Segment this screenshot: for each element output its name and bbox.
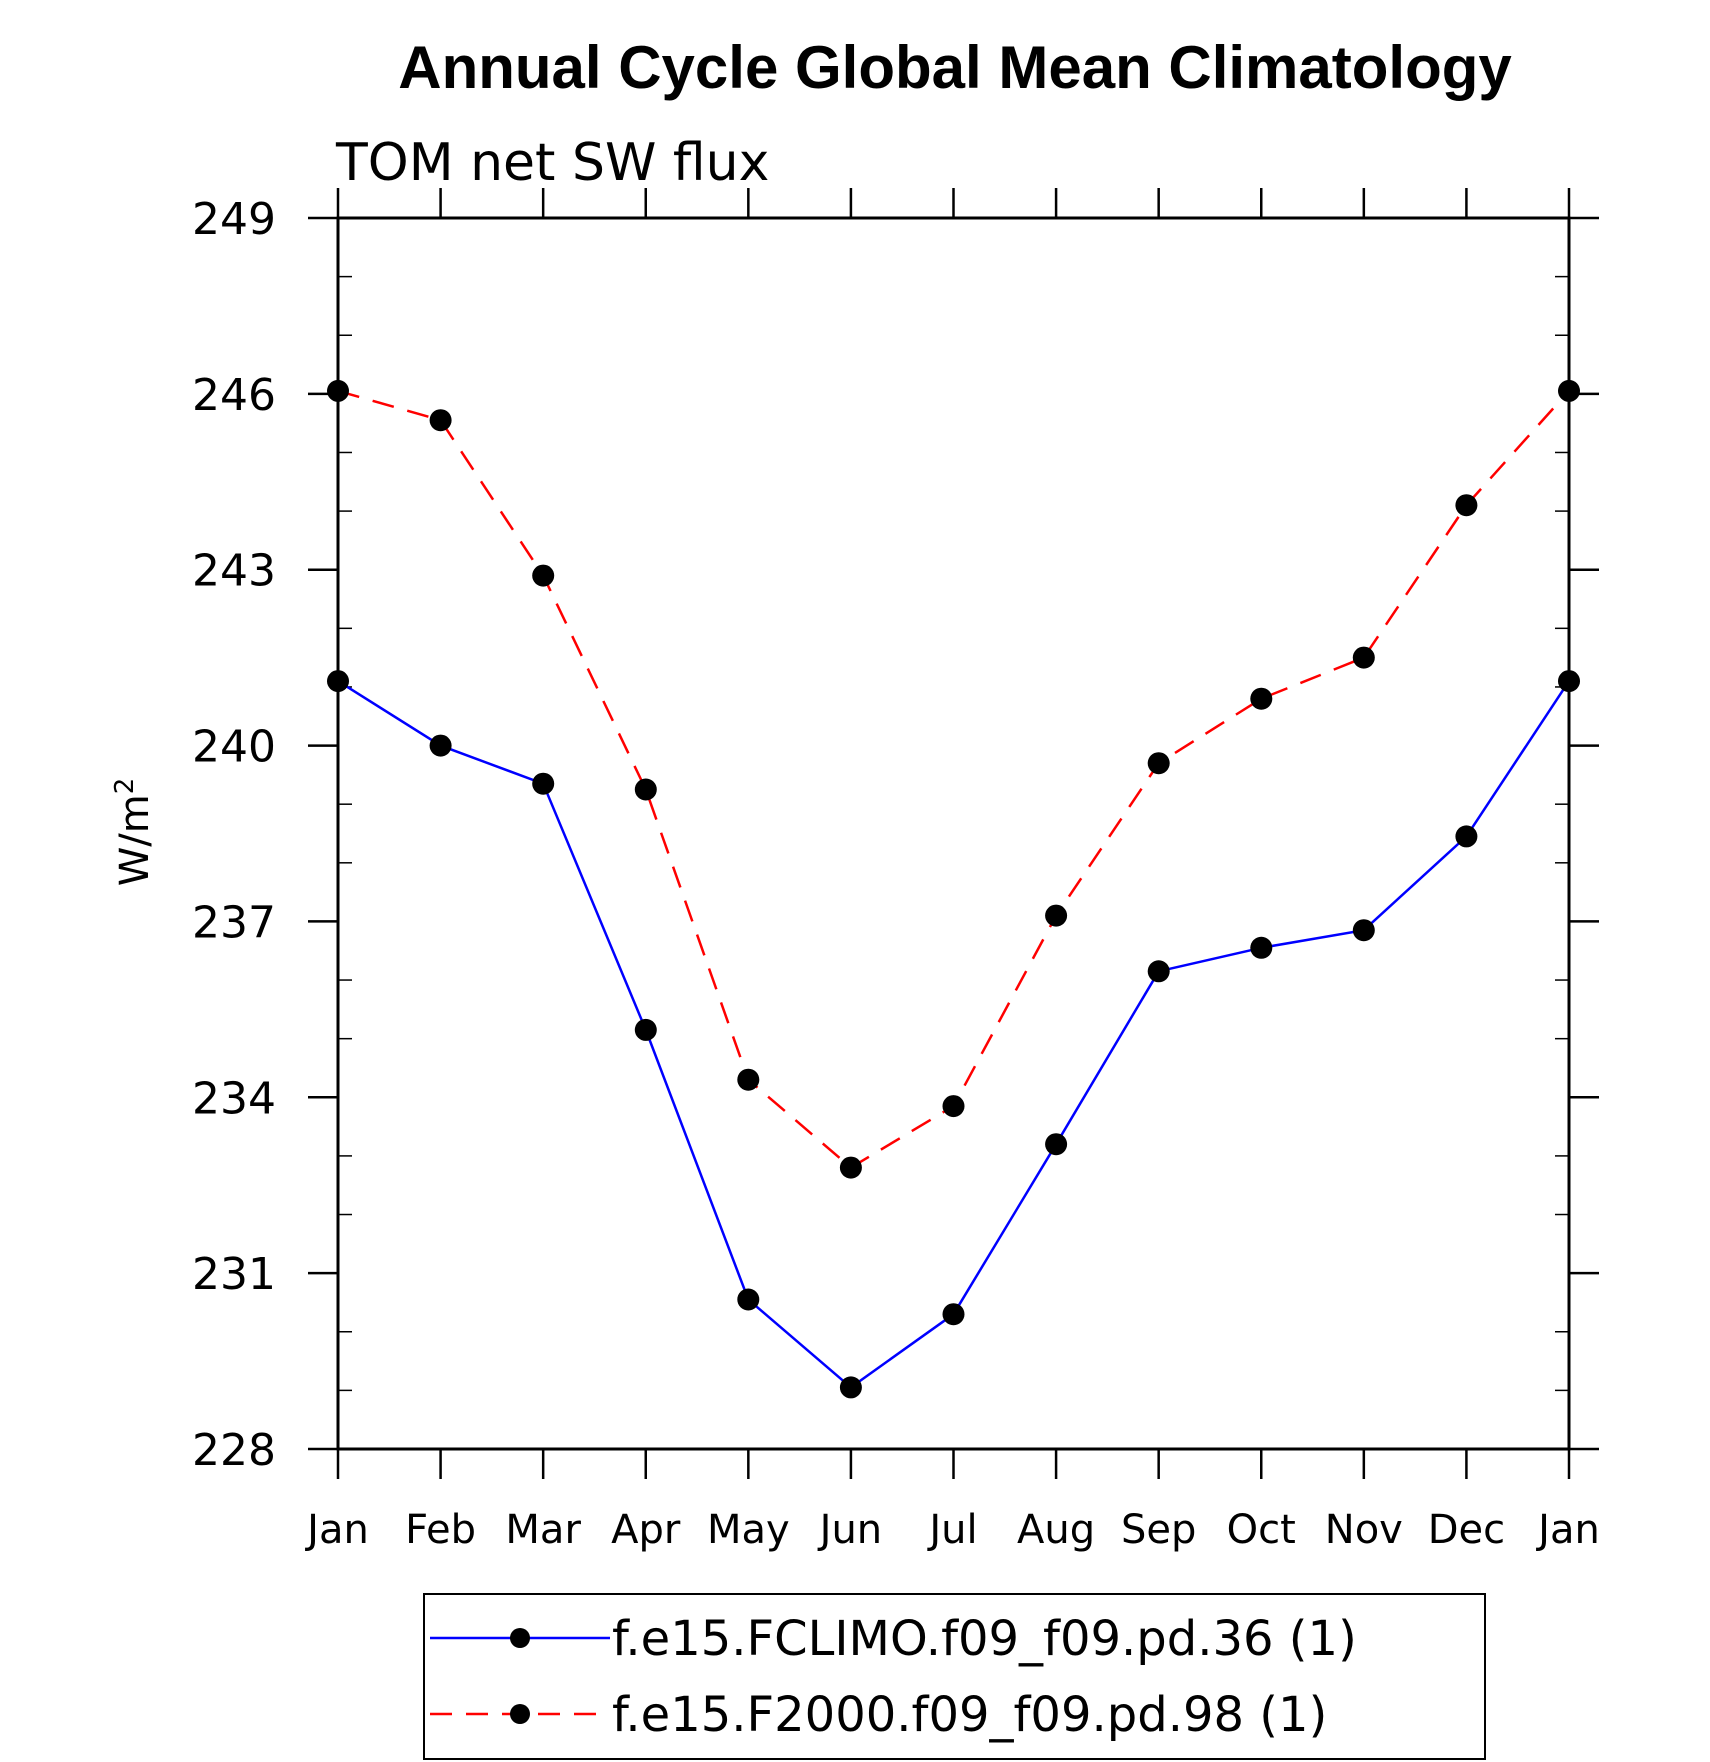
plot-frame — [336, 216, 1571, 1451]
x-tick-label: Apr — [611, 1507, 681, 1553]
y-axis-label-superscript: 2 — [110, 778, 140, 795]
y-tick-label: 243 — [192, 546, 276, 597]
legend-label-0: f.e15.FCLIMO.f09_f09.pd.36 (1) — [612, 1611, 1357, 1667]
chart-subtitle: TOM net SW flux — [335, 133, 769, 193]
series-0-point — [1455, 825, 1478, 848]
axis-ticks: 228 231 234 237 240 243 246 249 Jan Feb Mar Apr May J… — [192, 188, 1600, 1553]
x-tick-label: Aug — [1017, 1507, 1095, 1553]
series-0-point — [942, 1303, 965, 1326]
series-1-point — [634, 778, 657, 801]
series-1-point — [429, 409, 452, 432]
series-1-point — [737, 1068, 760, 1091]
y-tick-label: 234 — [192, 1073, 276, 1124]
x-tick-label: Jun — [817, 1507, 883, 1553]
series-line-1 — [337, 389, 1570, 1170]
legend: f.e15.FCLIMO.f09_f09.pd.36 (1) f.e15.F20… — [423, 1593, 1486, 1760]
y-tick-label: 249 — [192, 194, 276, 245]
series-1-point — [942, 1095, 965, 1118]
x-tick-label: Jul — [926, 1507, 977, 1553]
legend-box — [423, 1593, 1486, 1760]
series-1-point — [1352, 646, 1375, 669]
series-0-point — [634, 1018, 657, 1041]
x-tick-label: Mar — [505, 1507, 581, 1553]
series-layer — [327, 379, 1580, 1399]
series-0-point — [532, 772, 555, 795]
x-tick-label: May — [707, 1507, 790, 1553]
legend-marker-0 — [510, 1628, 530, 1648]
x-tick-label: Oct — [1227, 1507, 1296, 1553]
series-0-point — [1352, 919, 1375, 942]
series-1-point — [839, 1156, 862, 1179]
series-1-point — [1147, 752, 1170, 775]
series-line-0 — [337, 680, 1571, 1389]
y-axis-label: W/m2 — [110, 778, 158, 887]
series-1-point — [1250, 687, 1273, 710]
x-tick-label: Nov — [1325, 1507, 1403, 1553]
x-tick-label: Sep — [1121, 1507, 1196, 1553]
x-tick-label: Dec — [1428, 1507, 1505, 1553]
series-1-point — [1045, 904, 1068, 927]
legend-marker-1 — [510, 1704, 530, 1724]
x-tick-label: Feb — [405, 1507, 476, 1553]
y-tick-label: 228 — [192, 1425, 276, 1476]
series-0-point — [1147, 960, 1170, 983]
y-tick-label: 231 — [192, 1249, 276, 1300]
y-tick-label: 240 — [192, 722, 276, 773]
x-tick-label: Jan — [304, 1507, 369, 1553]
legend-label-1: f.e15.F2000.f09_f09.pd.98 (1) — [612, 1687, 1327, 1743]
series-0-point — [1250, 936, 1273, 959]
y-tick-label: 237 — [192, 897, 276, 948]
series-1-point — [1455, 494, 1478, 517]
series-0-point — [1045, 1133, 1068, 1156]
series-0-point — [737, 1288, 760, 1311]
series-1-point — [532, 564, 555, 587]
x-tick-label: Jan — [1535, 1507, 1600, 1553]
chart-title: Annual Cycle Global Mean Climatology — [398, 34, 1512, 101]
series-0-point — [839, 1376, 862, 1399]
y-tick-label: 246 — [192, 370, 276, 421]
series-0-point — [429, 734, 452, 757]
y-axis-label-text: W/m — [112, 794, 158, 886]
